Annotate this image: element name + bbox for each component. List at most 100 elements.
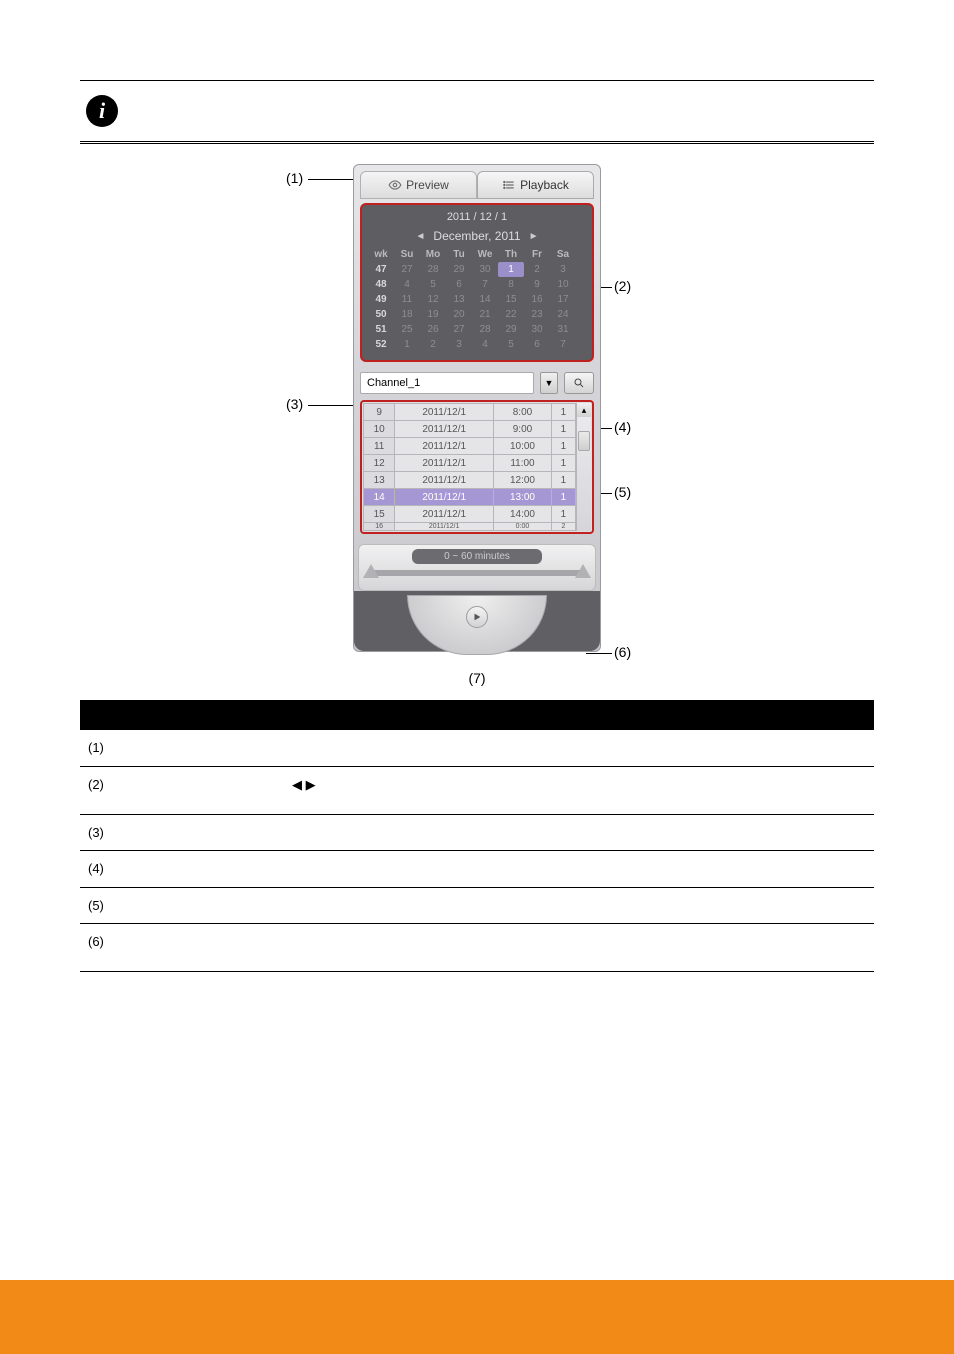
calendar-day-cell[interactable]: 23 [524, 307, 550, 322]
recording-cell-idx: 15 [364, 506, 395, 523]
calendar-dow-cell: Sa [550, 247, 576, 262]
calendar-day-cell[interactable]: 14 [472, 292, 498, 307]
calendar-prev[interactable]: ◄ [416, 231, 426, 242]
calendar-week-num: 49 [368, 292, 394, 307]
recording-row[interactable]: 132011/12/112:001 [364, 472, 576, 489]
recording-cell-idx: 13 [364, 472, 395, 489]
calendar-day-cell[interactable]: 8 [498, 277, 524, 292]
desc-th-num [80, 700, 124, 730]
calendar-day-cell[interactable]: 27 [446, 322, 472, 337]
recording-cell-n: 1 [551, 455, 575, 472]
calendar-week-num: 50 [368, 307, 394, 322]
desc-row: (5) [80, 887, 874, 924]
calendar-day-cell[interactable]: 7 [550, 337, 576, 352]
tab-playback[interactable]: Playback [477, 171, 594, 199]
description-table: (1)(2) ◀ ▶ (3)(4)(5)(6) [80, 700, 874, 972]
desc-cell-desc [284, 730, 874, 766]
calendar-week-num: 48 [368, 277, 394, 292]
calendar-day-cell[interactable]: 3 [446, 337, 472, 352]
tab-preview[interactable]: Preview [360, 171, 477, 199]
search-button[interactable] [564, 372, 594, 394]
calendar-day-cell[interactable]: 1 [498, 262, 524, 277]
recordings-scrollbar[interactable]: ▴ [576, 403, 591, 531]
scroll-up-icon[interactable]: ▴ [577, 403, 591, 417]
calendar-day-cell[interactable]: 2 [420, 337, 446, 352]
calendar-day-cell[interactable]: 6 [524, 337, 550, 352]
calendar-day-cell[interactable]: 9 [524, 277, 550, 292]
recording-cell-idx: 10 [364, 421, 395, 438]
desc-th-name [124, 700, 284, 730]
recording-cell-time: 11:00 [494, 455, 552, 472]
recording-cell-time: 12:00 [494, 472, 552, 489]
recording-cell-n: 1 [551, 438, 575, 455]
recording-row[interactable]: 122011/12/111:001 [364, 455, 576, 472]
callout-6: (6) [614, 644, 631, 660]
calendar-day-cell[interactable]: 30 [472, 262, 498, 277]
slider-handle-left[interactable] [363, 564, 379, 578]
desc-cell-desc [284, 924, 874, 972]
play-button[interactable] [466, 606, 488, 628]
calendar-day-cell[interactable]: 7 [472, 277, 498, 292]
recording-row[interactable]: 92011/12/18:001 [364, 404, 576, 421]
desc-cell-desc [284, 887, 874, 924]
calendar-day-cell[interactable]: 1 [394, 337, 420, 352]
recording-cell-idx: 14 [364, 489, 395, 506]
desc-row: (1) [80, 730, 874, 766]
calendar-day-cell[interactable]: 25 [394, 322, 420, 337]
calendar-day-cell[interactable]: 18 [394, 307, 420, 322]
calendar-day-cell[interactable]: 17 [550, 292, 576, 307]
calendar-day-cell[interactable]: 26 [420, 322, 446, 337]
recording-row[interactable]: 142011/12/113:001 [364, 489, 576, 506]
channel-dropdown-button[interactable]: ▼ [540, 372, 558, 394]
footer-bar [0, 1280, 954, 1354]
calendar-day-cell[interactable]: 11 [394, 292, 420, 307]
calendar-day-cell[interactable]: 2 [524, 262, 550, 277]
desc-row: (6) [80, 924, 874, 972]
tab-preview-label: Preview [406, 178, 449, 192]
scroll-thumb[interactable] [578, 431, 590, 451]
calendar-day-cell[interactable]: 4 [472, 337, 498, 352]
channel-select[interactable]: Channel_1 [360, 372, 534, 394]
calendar-day-cell[interactable]: 27 [394, 262, 420, 277]
recording-cell-date: 2011/12/1 [395, 523, 494, 531]
calendar-day-cell[interactable]: 15 [498, 292, 524, 307]
calendar-month-label: December, 2011 [433, 229, 520, 243]
calendar-day-cell[interactable]: 6 [446, 277, 472, 292]
calendar-day-cell[interactable]: 22 [498, 307, 524, 322]
calendar-dow-cell: wk [368, 247, 394, 262]
calendar-day-cell[interactable]: 3 [550, 262, 576, 277]
recording-row[interactable]: 112011/12/110:001 [364, 438, 576, 455]
calendar-day-cell[interactable]: 29 [446, 262, 472, 277]
calendar-day-cell[interactable]: 21 [472, 307, 498, 322]
recording-cell-n: 1 [551, 506, 575, 523]
calendar-day-cell[interactable]: 19 [420, 307, 446, 322]
recording-cell-time: 8:00 [494, 404, 552, 421]
calendar-dow-cell: We [472, 247, 498, 262]
calendar-day-cell[interactable]: 28 [472, 322, 498, 337]
calendar-selected-date: 2011 / 12 / 1 [368, 209, 586, 227]
recording-row[interactable]: 102011/12/19:001 [364, 421, 576, 438]
calendar-day-cell[interactable]: 16 [524, 292, 550, 307]
calendar-next[interactable]: ► [529, 231, 539, 242]
recording-row[interactable]: 152011/12/114:001 [364, 506, 576, 523]
calendar-day-cell[interactable]: 29 [498, 322, 524, 337]
calendar-day-cell[interactable]: 13 [446, 292, 472, 307]
recording-cell-time: 9:00 [494, 421, 552, 438]
desc-cell-num: (1) [80, 730, 124, 766]
calendar-day-cell[interactable]: 20 [446, 307, 472, 322]
calendar-day-cell[interactable]: 5 [498, 337, 524, 352]
calendar-day-cell[interactable]: 10 [550, 277, 576, 292]
calendar-day-cell[interactable]: 31 [550, 322, 576, 337]
minutes-slider[interactable] [369, 570, 585, 576]
desc-cell-num: (4) [80, 851, 124, 888]
recording-cell-idx: 11 [364, 438, 395, 455]
calendar-day-cell[interactable]: 4 [394, 277, 420, 292]
calendar-day-cell[interactable]: 30 [524, 322, 550, 337]
calendar-week-num: 47 [368, 262, 394, 277]
calendar-day-cell[interactable]: 12 [420, 292, 446, 307]
calendar-day-cell[interactable]: 28 [420, 262, 446, 277]
calendar-day-cell[interactable]: 5 [420, 277, 446, 292]
slider-handle-right[interactable] [575, 564, 591, 578]
recording-row[interactable]: 162011/12/10:002 [364, 523, 576, 531]
calendar-day-cell[interactable]: 24 [550, 307, 576, 322]
